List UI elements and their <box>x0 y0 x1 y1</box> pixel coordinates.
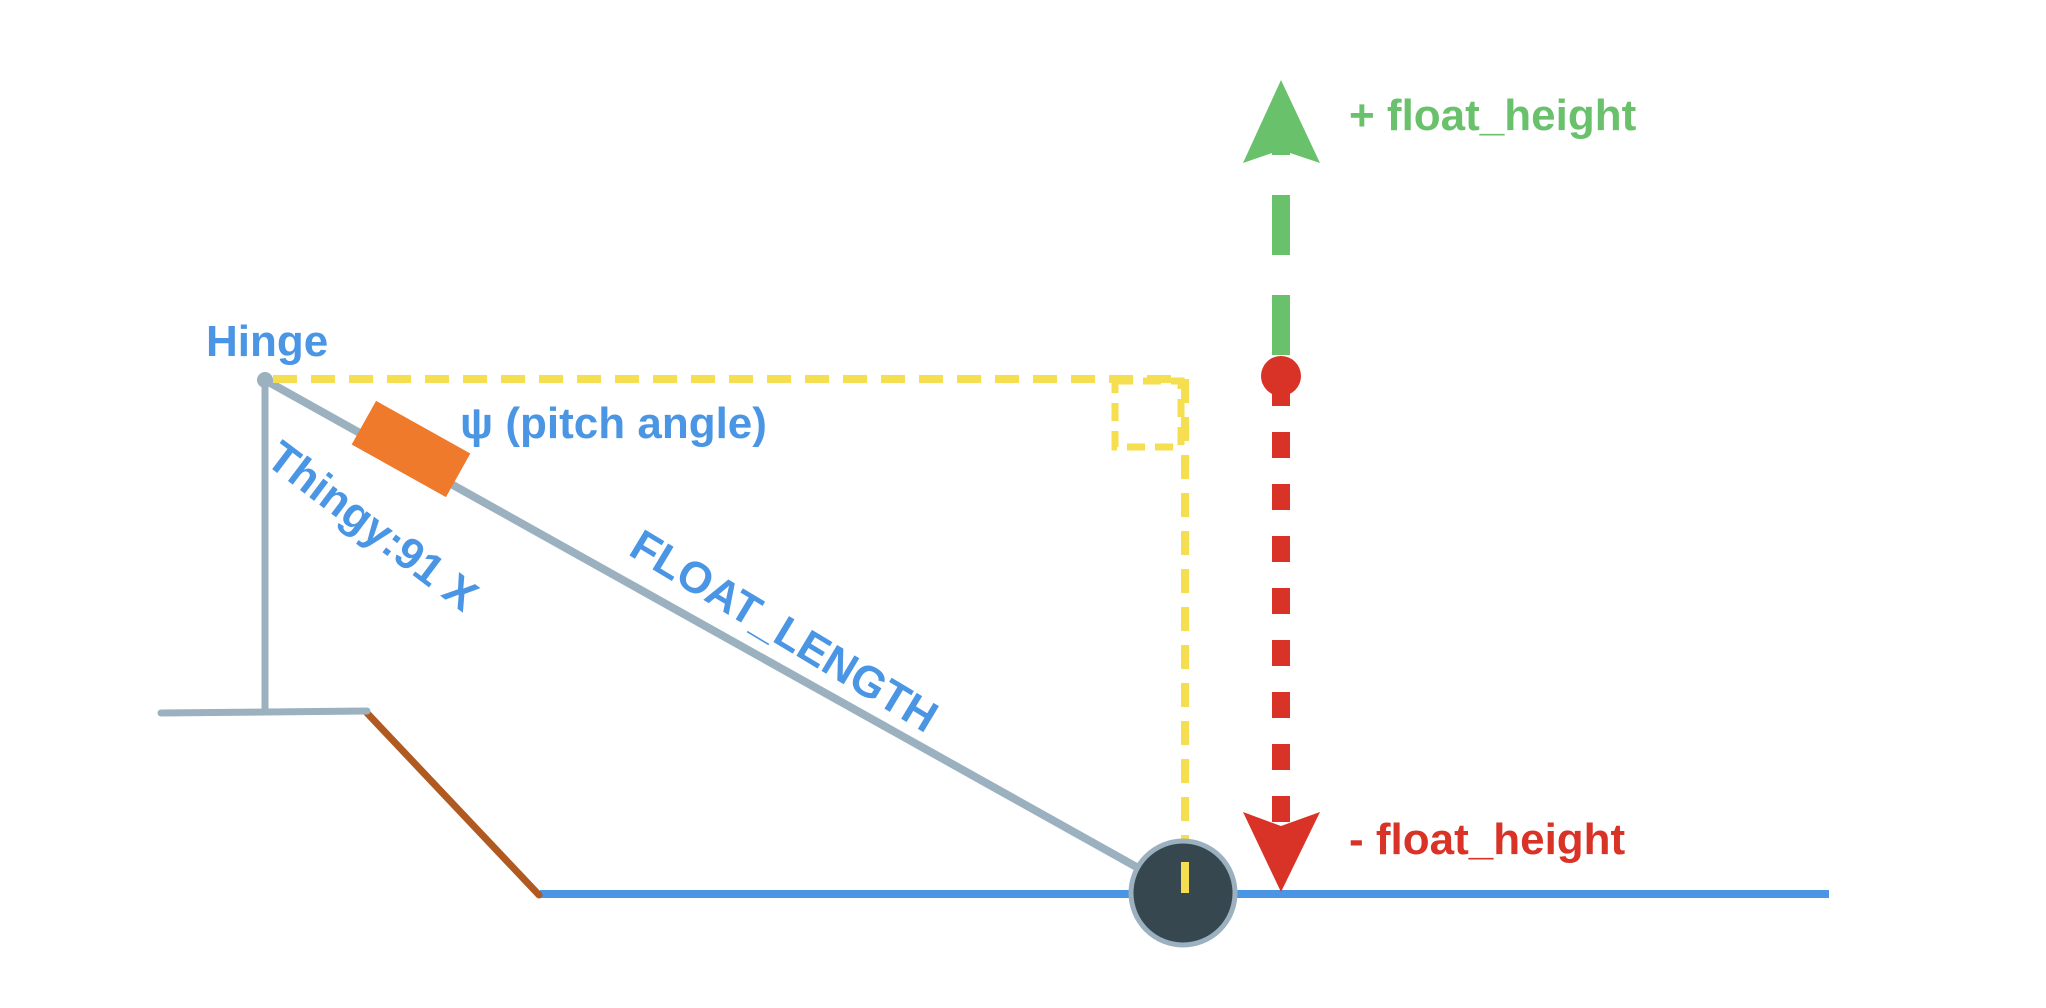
float-length-label: FLOAT_LENGTH <box>622 521 946 743</box>
hinge-point <box>257 372 273 388</box>
down-arrow-icon <box>1243 812 1320 892</box>
pitch-angle-label: ψ (pitch angle) <box>460 399 767 448</box>
hinge-label: Hinge <box>206 317 328 366</box>
ramp-line <box>363 709 543 899</box>
height-origin-point <box>1261 356 1301 396</box>
positive-float-height-label: + float_height <box>1349 91 1637 140</box>
negative-float-height-label: - float_height <box>1349 815 1626 864</box>
right-angle-marker <box>1111 377 1185 451</box>
thingy-device-icon <box>351 400 471 498</box>
up-arrow-icon <box>1243 80 1320 163</box>
